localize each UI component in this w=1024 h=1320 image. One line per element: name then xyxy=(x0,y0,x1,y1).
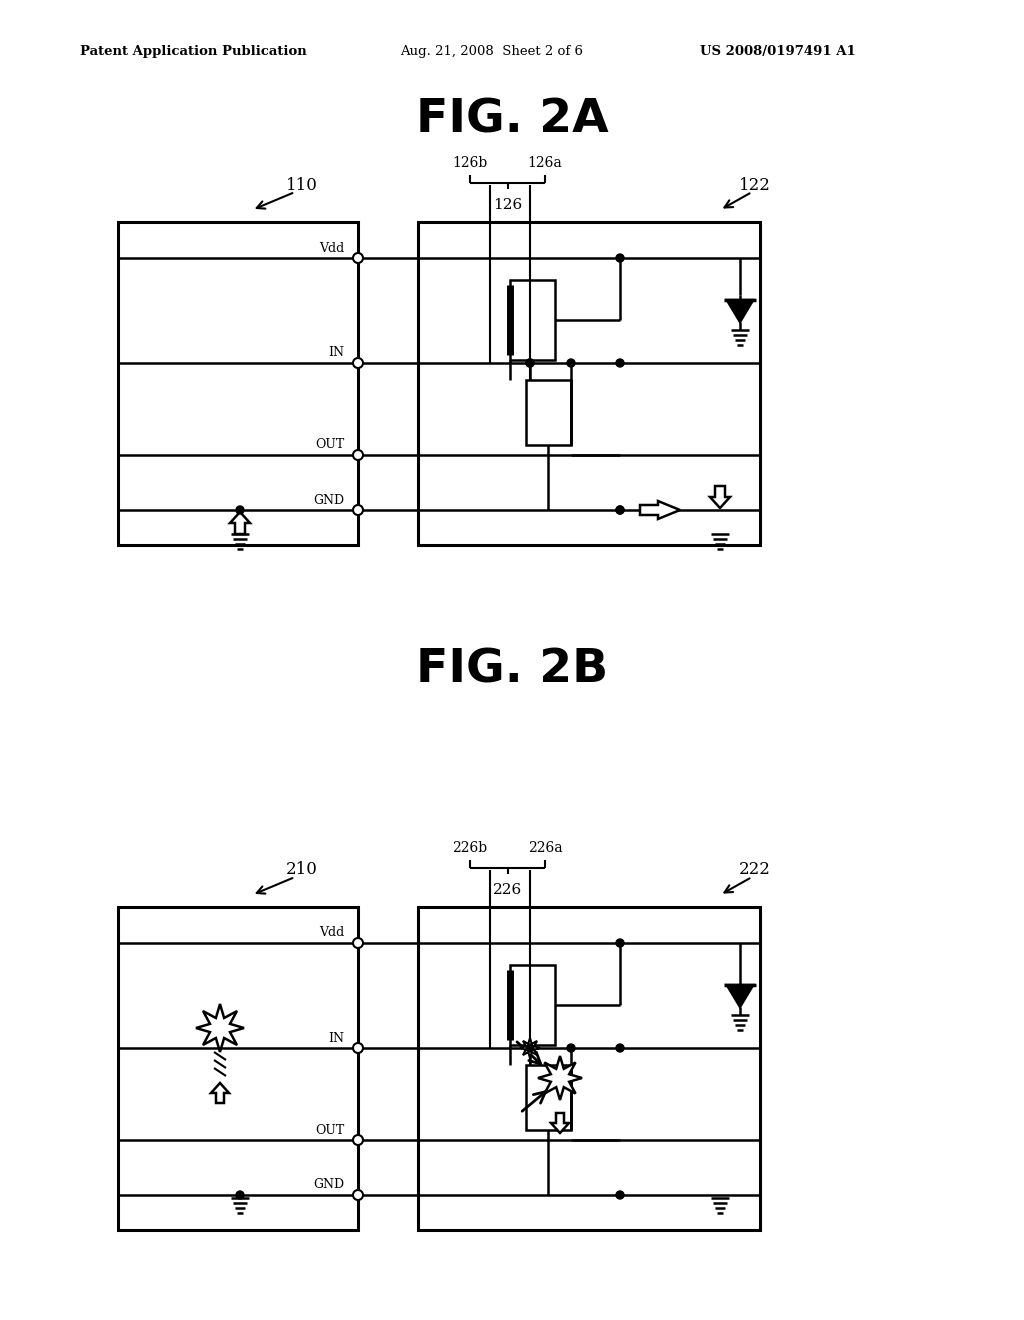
Bar xyxy=(526,380,571,445)
Text: 110: 110 xyxy=(286,177,317,194)
Text: OUT: OUT xyxy=(314,1123,344,1137)
Text: 126: 126 xyxy=(493,198,522,213)
Text: OUT: OUT xyxy=(314,438,344,451)
Circle shape xyxy=(567,359,575,367)
Polygon shape xyxy=(538,1056,582,1100)
Polygon shape xyxy=(727,985,754,1007)
Circle shape xyxy=(236,506,244,513)
Circle shape xyxy=(353,358,362,368)
Bar xyxy=(418,907,760,1230)
Polygon shape xyxy=(640,502,680,519)
Circle shape xyxy=(526,1044,534,1052)
Circle shape xyxy=(526,359,534,367)
Circle shape xyxy=(353,939,362,948)
Text: 226a: 226a xyxy=(527,841,562,855)
Circle shape xyxy=(616,1191,624,1199)
Circle shape xyxy=(353,1135,362,1144)
Text: GND: GND xyxy=(313,494,344,507)
Circle shape xyxy=(353,1043,362,1053)
Polygon shape xyxy=(230,512,250,535)
Circle shape xyxy=(353,1191,362,1200)
Text: FIG. 2A: FIG. 2A xyxy=(416,98,608,143)
Bar xyxy=(418,222,760,545)
Circle shape xyxy=(353,253,362,263)
Text: IN: IN xyxy=(328,346,344,359)
Polygon shape xyxy=(710,486,730,508)
Text: US 2008/0197491 A1: US 2008/0197491 A1 xyxy=(700,45,856,58)
Circle shape xyxy=(616,939,624,946)
Polygon shape xyxy=(211,1082,229,1104)
Bar xyxy=(118,907,358,1230)
Bar xyxy=(526,1065,571,1130)
Circle shape xyxy=(526,359,534,367)
Circle shape xyxy=(353,450,362,459)
Text: Patent Application Publication: Patent Application Publication xyxy=(80,45,307,58)
Circle shape xyxy=(616,506,624,513)
Text: 126b: 126b xyxy=(453,156,487,170)
Circle shape xyxy=(616,506,624,513)
Bar xyxy=(510,280,555,360)
Circle shape xyxy=(616,359,624,367)
Text: 226b: 226b xyxy=(453,841,487,855)
Circle shape xyxy=(236,1191,244,1199)
Text: Vdd: Vdd xyxy=(318,927,344,940)
Text: Vdd: Vdd xyxy=(318,242,344,255)
Polygon shape xyxy=(551,1113,569,1133)
Text: GND: GND xyxy=(313,1179,344,1192)
Bar xyxy=(118,222,358,545)
Text: 126a: 126a xyxy=(527,156,562,170)
Text: Aug. 21, 2008  Sheet 2 of 6: Aug. 21, 2008 Sheet 2 of 6 xyxy=(400,45,583,58)
Polygon shape xyxy=(727,300,754,322)
Text: 226: 226 xyxy=(493,883,522,898)
Text: 222: 222 xyxy=(739,862,771,879)
Polygon shape xyxy=(520,1038,540,1059)
Text: 210: 210 xyxy=(286,862,317,879)
Circle shape xyxy=(567,1044,575,1052)
Bar xyxy=(510,965,555,1045)
Text: 122: 122 xyxy=(739,177,771,194)
Circle shape xyxy=(616,253,624,261)
Text: FIG. 2B: FIG. 2B xyxy=(416,648,608,693)
Polygon shape xyxy=(196,1005,244,1052)
Circle shape xyxy=(353,506,362,515)
Circle shape xyxy=(616,1044,624,1052)
Text: IN: IN xyxy=(328,1031,344,1044)
